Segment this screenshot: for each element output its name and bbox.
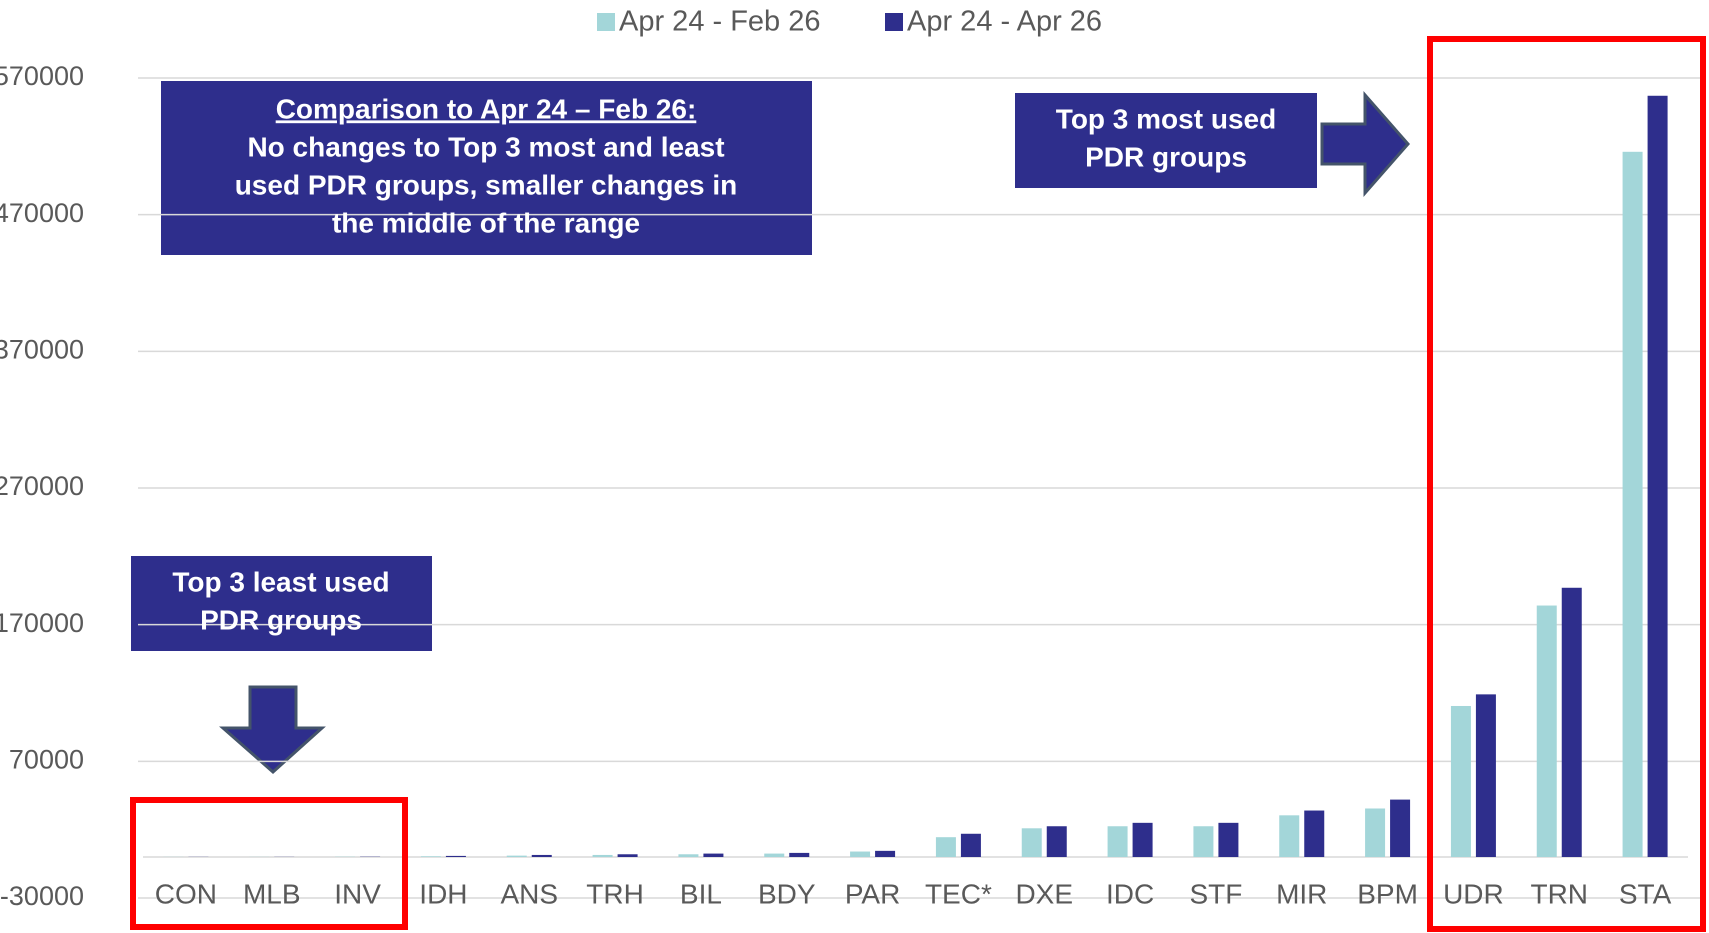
x-tick-label: TEC* — [925, 878, 992, 909]
bar — [1475, 694, 1496, 857]
x-tick-label: BDY — [758, 878, 816, 909]
y-tick-label: -30000 — [0, 881, 84, 911]
bar — [1218, 822, 1239, 857]
bar — [592, 854, 613, 857]
x-tick-label: CON — [155, 878, 217, 909]
y-tick-label: 70000 — [9, 744, 84, 774]
highlight-box — [130, 797, 408, 930]
y-tick-label: 270000 — [0, 471, 84, 501]
bar — [678, 854, 699, 857]
highlight-box — [1427, 36, 1706, 932]
annotation-text: PDR groups — [1085, 141, 1247, 172]
annotation-text: Top 3 least used — [172, 566, 389, 597]
x-tick-label: BIL — [680, 878, 722, 909]
bar — [1193, 826, 1214, 857]
bar — [764, 853, 785, 857]
bar — [1132, 822, 1153, 857]
bar — [1365, 808, 1386, 857]
x-tick-label: MLB — [243, 878, 301, 909]
bar — [1561, 587, 1582, 857]
bar — [789, 852, 810, 857]
x-tick-label: STA — [1619, 878, 1672, 909]
bar — [1046, 826, 1067, 857]
bar — [420, 856, 441, 857]
x-tick-label: STF — [1189, 878, 1242, 909]
legend-swatch — [885, 13, 903, 31]
annotation-text: the middle of the range — [332, 207, 640, 238]
x-tick-label: INV — [334, 878, 381, 909]
annotation-text: PDR groups — [200, 604, 362, 635]
legend-swatch — [597, 13, 615, 31]
bar — [935, 837, 956, 857]
bar — [875, 850, 896, 857]
bar — [445, 855, 466, 857]
bar — [960, 833, 981, 857]
y-tick-label: 170000 — [0, 608, 84, 638]
annotation-box — [161, 81, 812, 255]
bar — [1279, 815, 1300, 857]
x-tick-label: MIR — [1276, 878, 1327, 909]
bar — [1647, 95, 1668, 858]
bar — [1021, 828, 1042, 857]
annotation-text: No changes to Top 3 most and least — [247, 131, 724, 162]
x-tick-label: BPM — [1357, 878, 1418, 909]
y-tick-label: 570000 — [0, 61, 84, 91]
x-tick-label: IDC — [1106, 878, 1154, 909]
annotation-text: Top 3 most used — [1056, 103, 1276, 134]
bar — [506, 855, 527, 857]
legend-label: Apr 24 - Apr 26 — [907, 6, 1102, 38]
annotation-box — [131, 556, 432, 651]
bar — [1450, 705, 1471, 857]
arrow-down — [219, 685, 326, 775]
y-tick-label: 470000 — [0, 198, 84, 228]
bar — [850, 851, 871, 857]
arrow-right — [1320, 91, 1410, 197]
x-tick-label: TRH — [586, 878, 644, 909]
bar — [1304, 810, 1325, 857]
bar — [1536, 605, 1557, 857]
bar — [617, 854, 638, 857]
x-tick-label: DXE — [1015, 878, 1073, 909]
bar — [703, 853, 724, 857]
annotation-text: used PDR groups, smaller changes in — [235, 169, 738, 200]
annotation-title: Comparison to Apr 24 – Feb 26: — [276, 93, 697, 124]
annotation-box — [1015, 93, 1317, 188]
x-tick-label: IDH — [419, 878, 467, 909]
y-tick-label: 370000 — [0, 334, 84, 364]
x-tick-label: ANS — [500, 878, 558, 909]
legend-label: Apr 24 - Feb 26 — [619, 6, 821, 38]
bar — [1107, 826, 1128, 857]
x-tick-label: UDR — [1443, 878, 1504, 909]
bar — [531, 854, 552, 857]
x-tick-label: PAR — [845, 878, 901, 909]
x-tick-label: TRN — [1530, 878, 1588, 909]
bar — [1622, 151, 1643, 858]
bar — [1390, 799, 1411, 857]
